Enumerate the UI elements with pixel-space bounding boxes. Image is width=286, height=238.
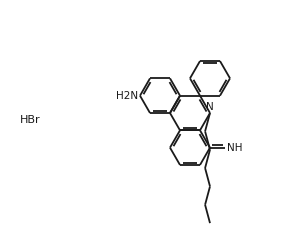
Text: HBr: HBr <box>20 115 40 125</box>
Text: H2N: H2N <box>116 91 138 101</box>
Text: NH: NH <box>227 143 243 153</box>
Text: N: N <box>206 102 214 112</box>
